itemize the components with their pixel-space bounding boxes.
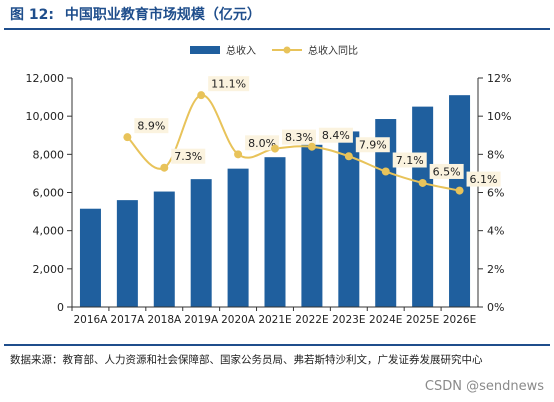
y-left-tick-label: 2,000 <box>33 263 65 276</box>
bar <box>153 191 175 307</box>
x-tick-label: 2026E <box>443 314 476 326</box>
y-right-tick-label: 2% <box>487 263 504 276</box>
x-tick-label: 2021E <box>258 314 291 326</box>
legend-label-bar: 总收入 <box>226 44 256 57</box>
growth-label-bg <box>392 152 427 168</box>
growth-point <box>418 178 427 187</box>
legend-swatch-bar <box>190 46 220 54</box>
bar <box>190 179 212 307</box>
growth-label: 7.1% <box>396 154 424 167</box>
x-tick-label: 2025E <box>406 314 439 326</box>
bar <box>338 131 360 307</box>
x-tick-label: 2024E <box>369 314 402 326</box>
y-left-tick-label: 6,000 <box>33 187 65 200</box>
growth-label: 8.9% <box>137 120 165 133</box>
growth-point <box>123 133 132 142</box>
growth-label: 7.3% <box>174 150 202 163</box>
growth-label: 8.3% <box>285 131 313 144</box>
growth-label: 11.1% <box>211 78 246 91</box>
y-left-tick-label: 8,000 <box>33 148 65 161</box>
growth-label-bg <box>318 127 353 143</box>
legend-marker-line <box>283 46 291 54</box>
growth-label-bg <box>355 137 390 153</box>
bar <box>412 106 434 307</box>
y-left-tick-label: 4,000 <box>33 225 65 238</box>
growth-label: 6.5% <box>433 165 461 178</box>
y-right-tick-label: 12% <box>487 72 511 85</box>
bar <box>449 95 471 307</box>
growth-point <box>197 91 206 100</box>
y-right-tick-label: 8% <box>487 148 504 161</box>
bar <box>79 208 101 307</box>
growth-label: 7.9% <box>359 139 387 152</box>
x-tick-label: 2017A <box>110 314 145 326</box>
source-note: 数据来源：教育部、人力资源和社会保障部、国家公务员局、弗若斯特沙利文，广发证券发… <box>4 344 550 370</box>
y-right-tick-label: 4% <box>487 225 504 238</box>
x-tick-label: 2020A <box>221 314 256 326</box>
bar <box>116 200 138 307</box>
growth-label: 8.0% <box>248 137 276 150</box>
y-left-tick-label: 12,000 <box>26 72 65 85</box>
growth-label-bg <box>208 76 250 92</box>
y-right-tick-label: 6% <box>487 187 504 200</box>
bar <box>227 168 249 307</box>
bar <box>375 119 397 307</box>
legend-label-line: 总收入同比 <box>308 44 358 57</box>
x-tick-label: 2018A <box>147 314 182 326</box>
growth-label-bg <box>245 135 280 151</box>
growth-label-bg <box>466 171 501 187</box>
figure-title-bar: 图 12: 中国职业教育市场规模（亿元） <box>4 4 550 30</box>
growth-point <box>160 163 169 172</box>
growth-line <box>126 94 460 192</box>
growth-label-bg <box>282 129 316 145</box>
growth-label-bg <box>171 148 206 164</box>
x-tick-label: 2023E <box>332 314 365 326</box>
growth-point <box>344 152 353 161</box>
bar <box>301 144 323 307</box>
y-right-tick-label: 0% <box>487 301 504 314</box>
growth-point <box>271 144 279 153</box>
figure-label: 图 12: <box>10 7 54 23</box>
growth-label-bg <box>134 118 169 134</box>
growth-point <box>234 150 243 159</box>
growth-label: 8.4% <box>322 129 350 142</box>
growth-label-bg <box>429 163 464 179</box>
y-left-tick-label: 0 <box>57 301 64 314</box>
figure-title: 中国职业教育市场规模（亿元） <box>64 7 261 23</box>
bar <box>264 157 286 307</box>
growth-point <box>381 167 390 176</box>
x-tick-label: 2022E <box>295 314 328 326</box>
x-tick-label: 2019A <box>184 314 219 326</box>
growth-point <box>455 186 464 195</box>
revenue-chart: 总收入 总收入同比 0 2,000 4,000 6,000 8,000 10,000 12,00… <box>26 44 512 326</box>
x-tick-label: 2016A <box>74 314 109 326</box>
growth-point <box>307 142 316 151</box>
y-left-tick-label: 10,000 <box>26 110 65 123</box>
growth-label: 6.1% <box>470 173 498 186</box>
y-right-tick-label: 10% <box>487 110 511 123</box>
watermark: CSDN @sendnews <box>424 379 544 394</box>
